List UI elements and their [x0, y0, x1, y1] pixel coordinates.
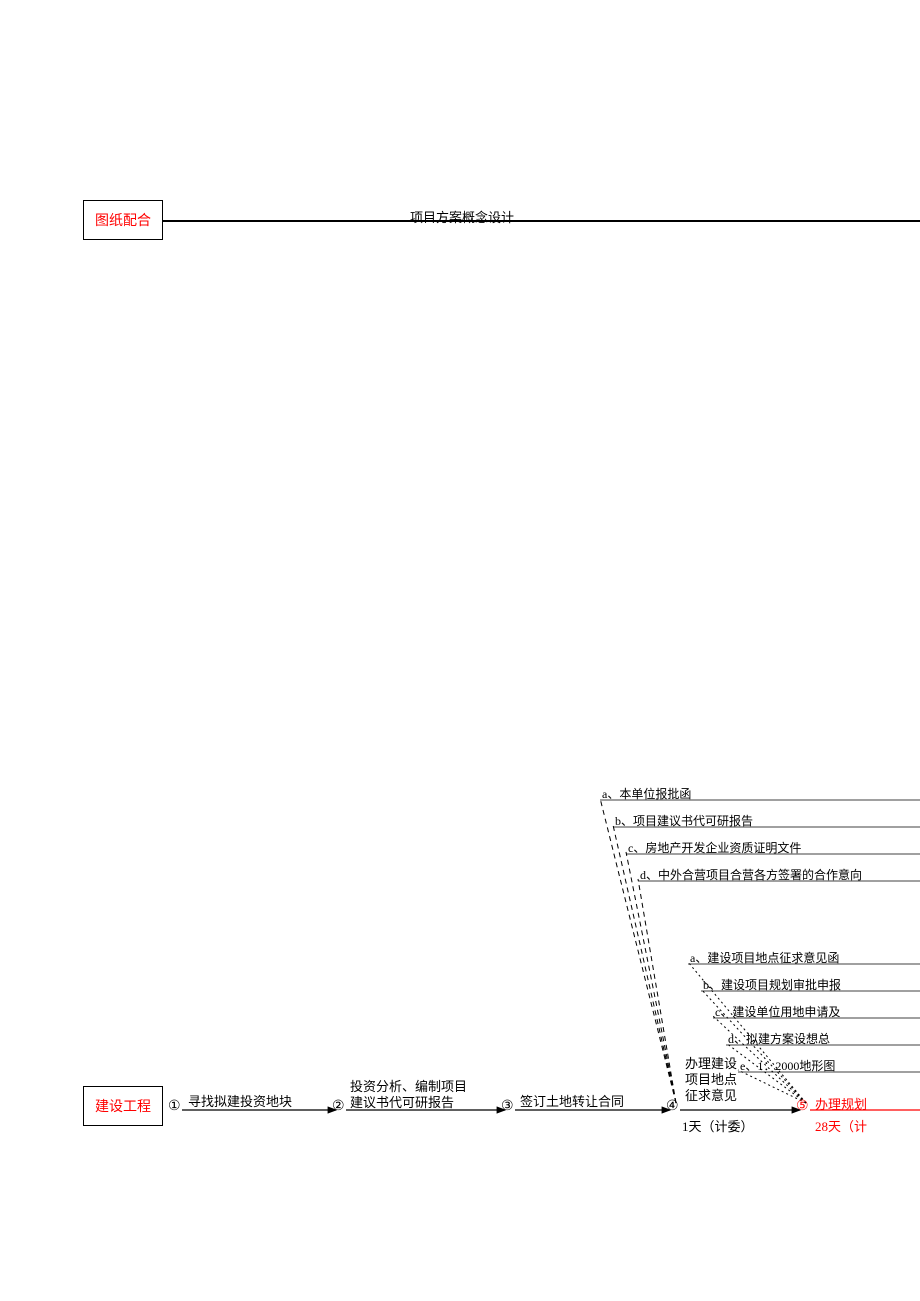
top-box-drawing-coord: 图纸配合: [83, 200, 163, 240]
upper-list-d: d、中外合营项目合营各方签署的合作意向: [640, 866, 862, 883]
node-5-marker: ⑤: [796, 1098, 809, 1115]
node-3-marker: ③: [501, 1098, 514, 1115]
lower-list-e: e、1：2000地形图: [740, 1057, 835, 1074]
top-box-label: 图纸配合: [95, 210, 151, 230]
upper-list-a: a、本单位报批函: [602, 785, 691, 802]
edge-4-sublabel: 1天（计委）: [682, 1116, 754, 1135]
top-center-label: 项目方案概念设计: [410, 207, 514, 226]
lower-list-a: a、建设项目地点征求意见函: [690, 949, 839, 966]
upper-list-c: c、房地产开发企业资质证明文件: [628, 839, 801, 856]
edge-5-label: 办理规划: [815, 1094, 867, 1113]
lower-list-b: b、建设项目规划审批申报: [703, 976, 841, 993]
lower-list-d: d、拟建方案设想总: [728, 1030, 830, 1047]
bottom-box-construction: 建设工程: [83, 1086, 163, 1126]
edge-4-label-line3: 征求意见: [685, 1085, 737, 1104]
node-1-marker: ①: [168, 1098, 181, 1115]
bottom-box-label: 建设工程: [95, 1096, 151, 1116]
edge-1-label: 寻找拟建投资地块: [188, 1091, 292, 1110]
edge-5-sublabel: 28天（计: [815, 1116, 867, 1135]
node-4-marker: ④: [666, 1098, 679, 1115]
lower-list-c: c、建设单位用地申请及: [715, 1003, 840, 1020]
node-2-marker: ②: [332, 1098, 345, 1115]
upper-list-b: b、项目建议书代可研报告: [615, 812, 753, 829]
edge-2-label-line2: 建议书代可研报告: [350, 1092, 454, 1111]
edge-3-label: 签订土地转让合同: [520, 1091, 624, 1110]
